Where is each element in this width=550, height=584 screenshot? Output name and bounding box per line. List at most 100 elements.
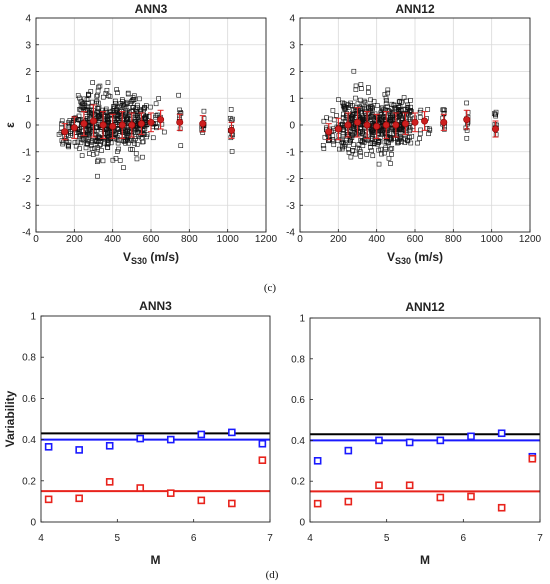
plot-area — [56, 80, 236, 179]
data-point — [166, 489, 175, 497]
residual-point — [97, 143, 102, 148]
chart-top-left: 0 200 400 600 800 1000 1200 -4 -3 -2 -1 0 1 2 3 4 ANN3 VS… — [3, 2, 278, 266]
residual-point — [59, 138, 65, 143]
residual-point — [340, 131, 346, 137]
residual-point — [113, 117, 119, 122]
residual-point — [140, 154, 145, 160]
residual-point — [394, 133, 400, 138]
residual-point — [379, 132, 384, 137]
residual-point — [94, 129, 100, 135]
residual-point — [126, 140, 131, 146]
residual-point — [134, 108, 139, 114]
residual-point — [401, 95, 407, 100]
residual-point — [366, 104, 371, 110]
mean-point — [373, 122, 381, 130]
residual-point — [56, 132, 62, 137]
data-point — [44, 495, 53, 504]
residual-point — [408, 104, 414, 110]
residual-point — [128, 146, 133, 152]
residual-point — [376, 140, 381, 146]
residual-point — [76, 117, 81, 122]
residual-point — [370, 128, 376, 133]
residual-point — [83, 136, 89, 141]
residual-point — [353, 151, 358, 157]
data-point — [313, 456, 322, 465]
residual-point — [114, 137, 120, 142]
residual-point — [372, 139, 378, 144]
mean-point — [128, 121, 136, 129]
residual-point — [391, 103, 397, 108]
residual-point — [383, 147, 388, 152]
y-axis-label: Variability — [3, 390, 17, 447]
x-tick-label: 1000 — [481, 234, 504, 245]
residual-point — [95, 159, 100, 165]
residual-point — [360, 130, 365, 136]
residual-point — [105, 145, 111, 150]
residual-point — [427, 126, 432, 132]
x-tick-label: 400 — [104, 234, 121, 245]
data-point — [197, 430, 206, 439]
mean-point — [463, 116, 471, 124]
residual-point — [376, 161, 382, 167]
residual-point — [331, 142, 337, 148]
data-point — [166, 435, 175, 444]
residual-point — [101, 129, 107, 135]
x-tick-label: 7 — [537, 533, 543, 544]
residual-point — [357, 104, 362, 110]
residual-point — [330, 133, 336, 139]
residual-point — [125, 127, 130, 132]
residual-point — [66, 139, 72, 145]
residual-point — [177, 107, 182, 113]
residual-point — [396, 99, 402, 105]
data-point — [375, 481, 383, 490]
x-tick-label: 600 — [407, 234, 424, 245]
residual-point — [104, 87, 110, 93]
residual-point — [321, 118, 327, 124]
residual-point — [417, 131, 423, 137]
residual-point — [95, 105, 100, 111]
y-tick-label: 4 — [289, 14, 295, 25]
residual-point — [417, 136, 422, 141]
residual-point — [95, 88, 101, 94]
plot-area — [310, 429, 540, 512]
residual-point — [417, 114, 423, 120]
residual-point — [441, 107, 446, 112]
residual-point — [330, 138, 336, 144]
x-axis-label: VS30 (m/s) — [387, 250, 443, 266]
plot-area — [320, 68, 499, 167]
residual-point — [464, 100, 469, 106]
residual-point — [178, 110, 184, 116]
chart-title: ANN3 — [135, 2, 168, 16]
residual-point — [78, 99, 84, 104]
residual-point — [115, 140, 121, 146]
residual-point — [105, 140, 110, 145]
residual-point — [103, 91, 109, 96]
residual-point — [131, 97, 137, 103]
residual-point — [154, 125, 159, 131]
residual-point — [353, 83, 359, 89]
residual-point — [426, 131, 431, 137]
residual-point — [142, 106, 147, 111]
x-axis-label: M — [420, 553, 430, 567]
y-tick-label: -2 — [22, 174, 31, 185]
residual-point — [492, 112, 498, 117]
chart-title: ANN12 — [395, 2, 435, 16]
residual-point — [386, 155, 392, 161]
residual-point — [376, 147, 381, 153]
residual-point — [384, 98, 389, 103]
residual-point — [89, 138, 95, 143]
residual-point — [353, 87, 359, 92]
residual-point — [105, 80, 111, 85]
residual-point — [365, 114, 371, 120]
residual-point — [350, 132, 356, 137]
x-tick-label: 800 — [181, 234, 198, 245]
residual-point — [77, 95, 82, 101]
mean-point — [157, 116, 165, 124]
residual-point — [362, 100, 368, 105]
residual-point — [78, 104, 84, 109]
residual-point — [371, 99, 377, 104]
residual-point — [331, 117, 337, 123]
residual-point — [361, 131, 367, 137]
x-tick-label: 7 — [267, 533, 273, 544]
